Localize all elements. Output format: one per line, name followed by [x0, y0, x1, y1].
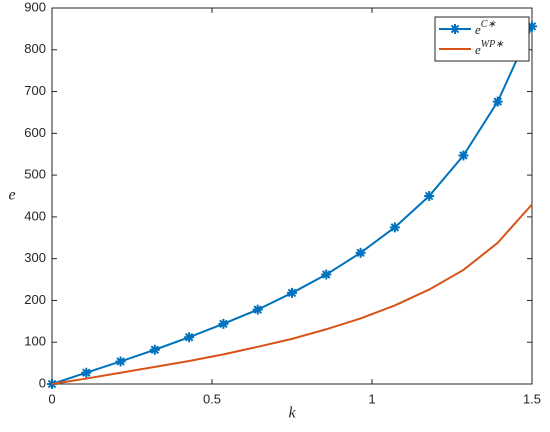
y-tick-label: 600 — [24, 125, 46, 140]
x-tick-label: 0.5 — [203, 391, 221, 406]
axes-box — [51, 7, 533, 385]
marker — [287, 287, 297, 298]
x-tick-label: 1.5 — [523, 391, 541, 406]
marker — [492, 96, 503, 107]
y-tick-label: 500 — [24, 167, 46, 182]
marker — [184, 332, 195, 343]
marker — [458, 150, 469, 161]
marker — [115, 356, 126, 367]
y-tick-label: 700 — [24, 83, 46, 98]
x-tick-label: 1 — [368, 391, 375, 406]
legend-label: eWP∗ — [475, 39, 504, 57]
y-tick-label: 100 — [24, 334, 46, 349]
y-tick-label: 800 — [24, 41, 46, 56]
y-tick-label: 300 — [24, 250, 46, 265]
marker — [424, 191, 435, 201]
marker — [389, 222, 400, 233]
y-tick-label: 900 — [24, 0, 46, 14]
marker — [218, 318, 229, 329]
y-axis-label: e — [8, 187, 15, 204]
y-tick-label: 200 — [24, 292, 46, 307]
y-tick-label: 0 — [39, 375, 46, 390]
marker — [355, 247, 366, 258]
x-tick-label: 0 — [48, 391, 55, 406]
marker — [527, 21, 537, 32]
legend-box — [434, 16, 530, 62]
marker — [149, 344, 160, 355]
marker — [81, 367, 92, 378]
y-tick-label: 400 — [24, 208, 46, 223]
series-line — [51, 203, 533, 385]
legend-marker — [450, 24, 460, 34]
x-axis-label: k — [288, 405, 296, 422]
marker — [252, 304, 263, 315]
marker — [321, 269, 332, 280]
legend-label: eC∗ — [475, 19, 496, 37]
